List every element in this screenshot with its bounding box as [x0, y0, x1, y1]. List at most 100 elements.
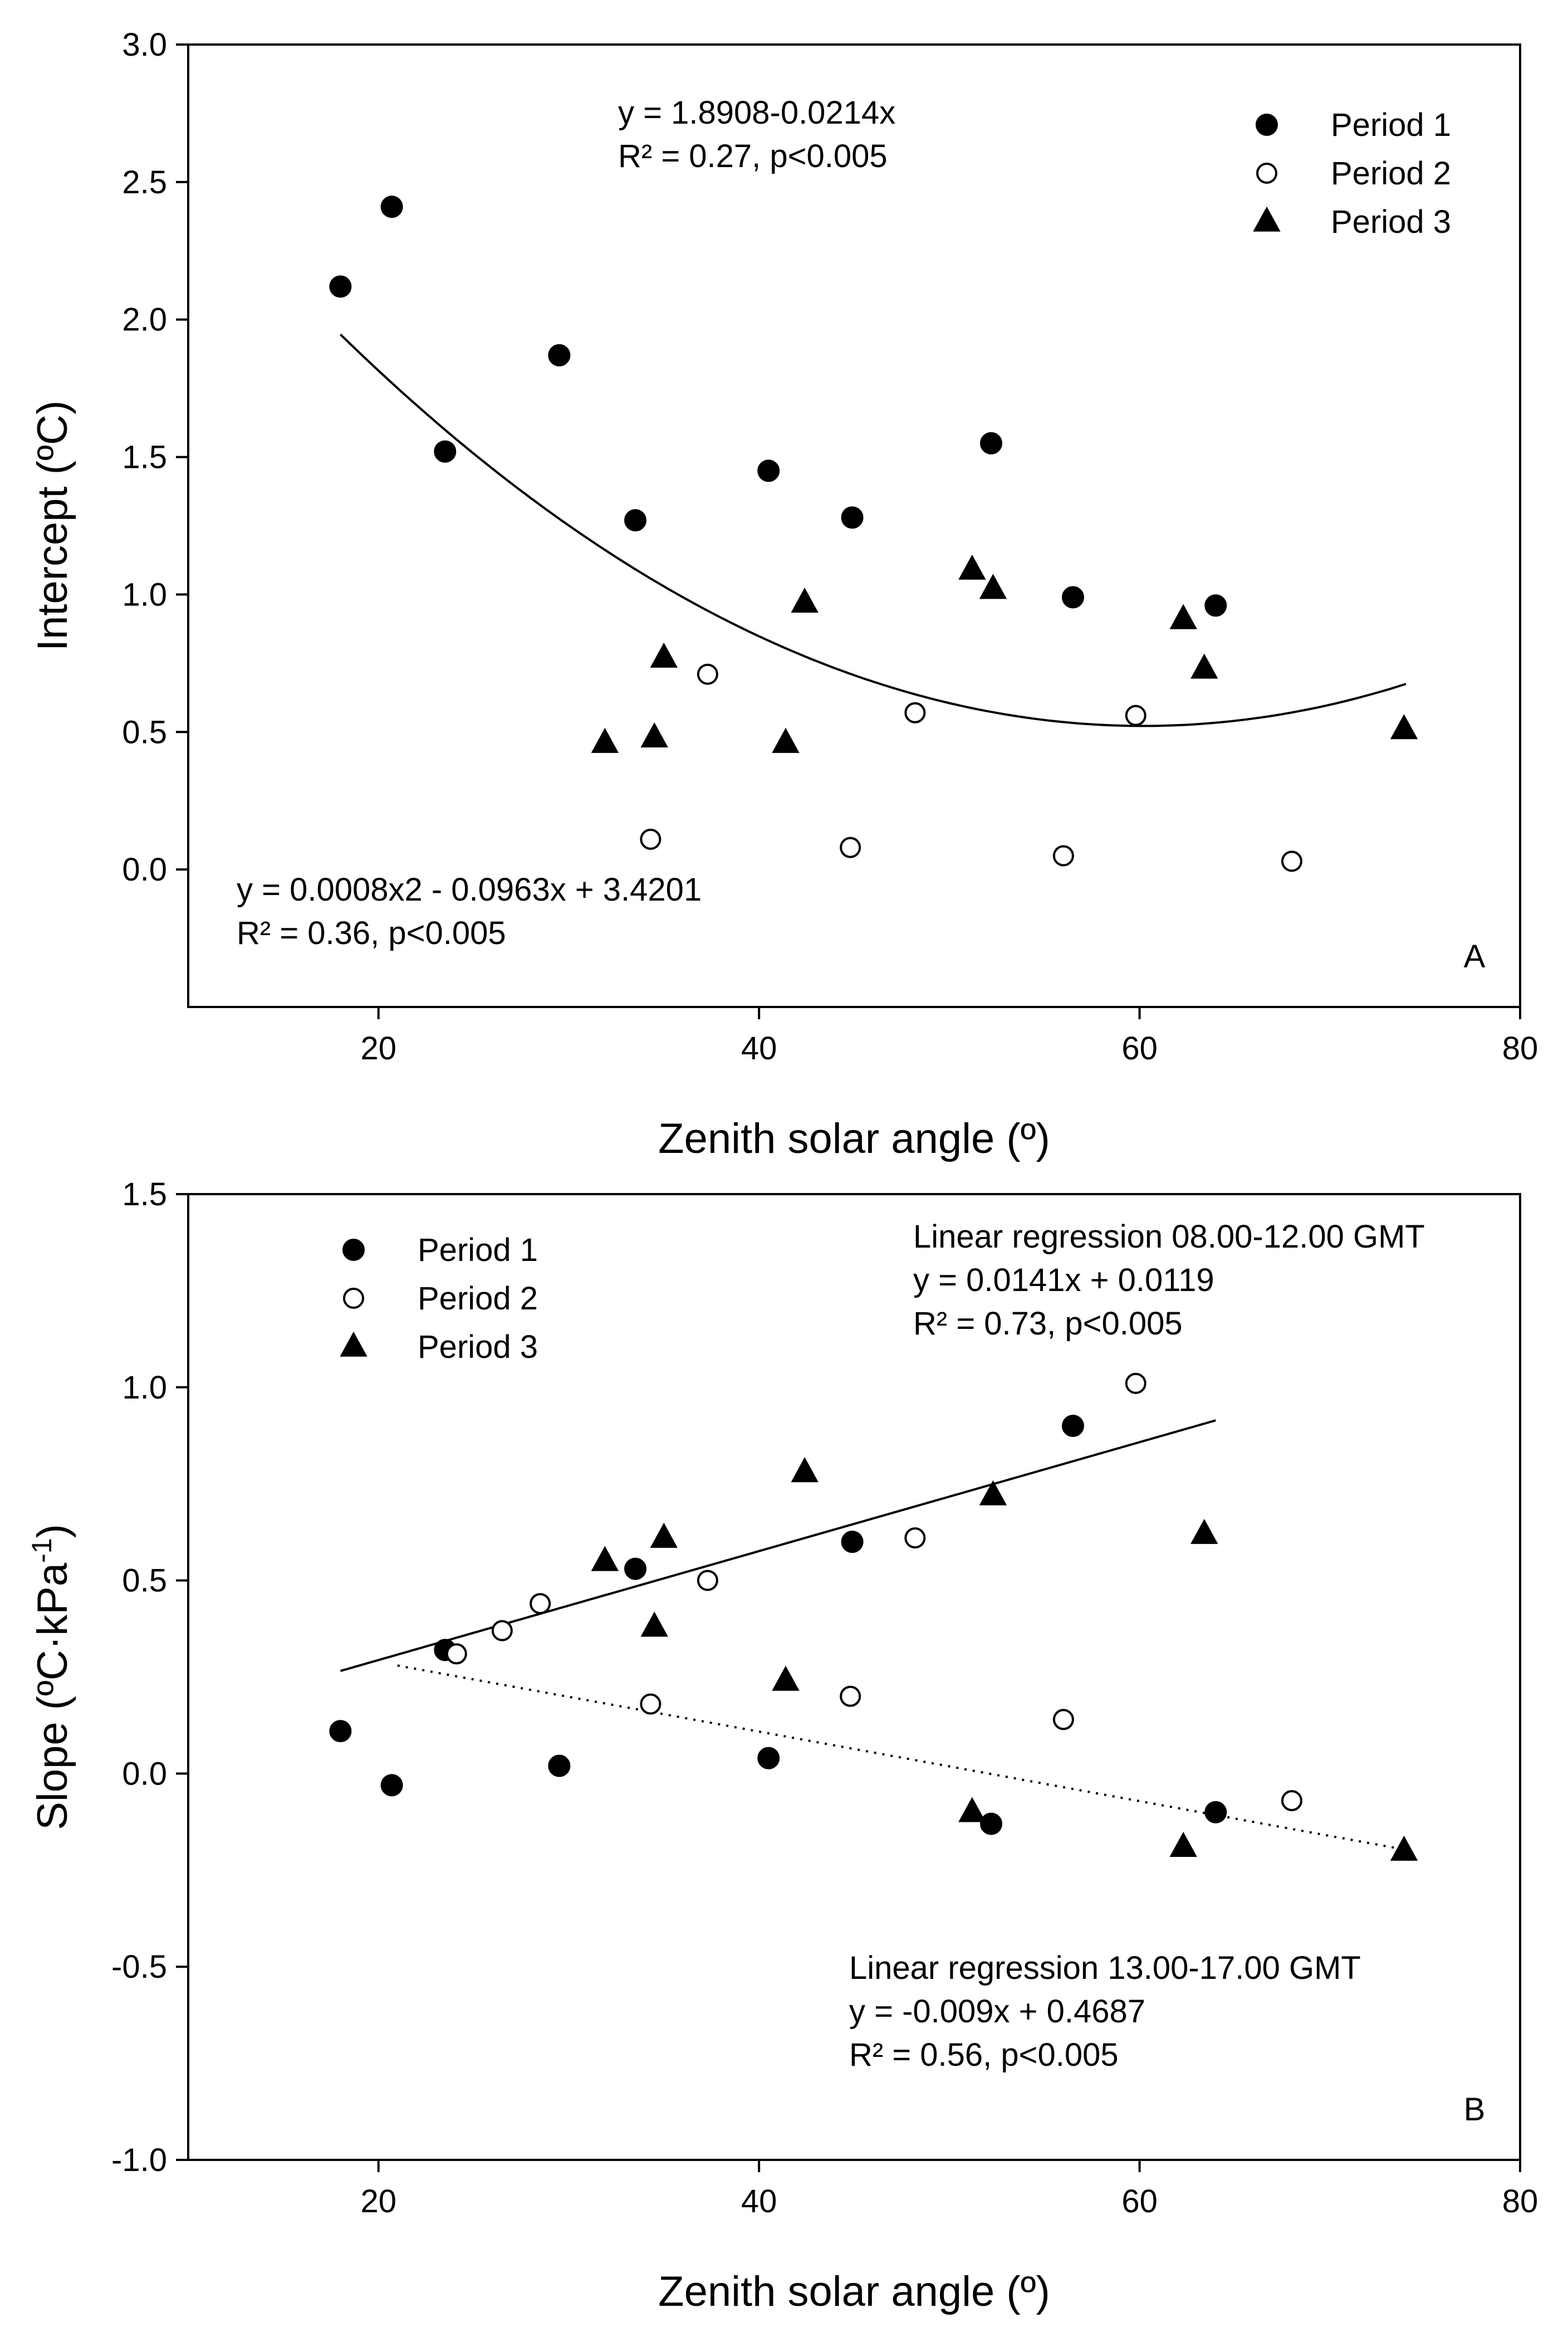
- y-tick-label: -1.0: [111, 2142, 167, 2178]
- data-point: [591, 727, 619, 753]
- data-point: [791, 1457, 819, 1483]
- series-1: [329, 1415, 1227, 1835]
- data-point: [640, 1611, 668, 1637]
- y-tick-label: 1.5: [122, 1176, 167, 1212]
- legend-label: Period 1: [1331, 107, 1451, 143]
- legend-label: Period 3: [418, 1329, 538, 1365]
- data-point: [1204, 1801, 1227, 1823]
- data-point: [958, 1797, 986, 1822]
- data-point: [548, 1754, 571, 1777]
- data-point: [697, 663, 718, 685]
- annotation-2: Linear regression 13.00-17.00 GMT y = -0.…: [849, 1950, 1361, 2073]
- legend: Period 1 Period 2 Period 3: [1253, 107, 1451, 240]
- data-point: [1169, 1831, 1197, 1857]
- data-point: [904, 702, 926, 723]
- plot-frame: [187, 43, 1521, 1008]
- data-point: [757, 1747, 780, 1769]
- series-3: [591, 554, 1418, 753]
- data-point: [380, 1774, 403, 1797]
- x-tick-label: 80: [1502, 2183, 1538, 2219]
- y-tick-label: 0.5: [122, 714, 167, 750]
- data-point: [1061, 1415, 1084, 1438]
- data-point: [640, 722, 668, 747]
- data-point: [841, 506, 864, 529]
- data-point: [1052, 845, 1074, 867]
- data-point: [624, 509, 647, 532]
- data-point: [980, 1812, 1003, 1835]
- data-point: [548, 344, 571, 366]
- fit-line-1: [340, 333, 1407, 727]
- data-point: [1190, 653, 1218, 679]
- data-point: [624, 1557, 647, 1580]
- chart-panel-b: 20 40 60 80 -1.0 -0.5 0.0 0.5 1.0 1.5 Zenith solar…: [26, 1176, 1538, 2315]
- annotation-line: Linear regression 13.00-17.00 GMT: [849, 1950, 1361, 1986]
- data-point: [491, 1620, 513, 1641]
- legend-marker: [340, 1331, 367, 1357]
- y-axis-title: Slope (ºC·kPa-1): [26, 1524, 76, 1830]
- annotation-line: y = -0.009x + 0.4687: [849, 1993, 1145, 2030]
- y-tick-label: -0.5: [111, 1949, 167, 1985]
- x-tick-label: 40: [741, 1030, 777, 1067]
- data-point: [979, 1480, 1007, 1505]
- legend-marker: [1256, 163, 1277, 184]
- series-2: [445, 1372, 1302, 1811]
- legend-marker: [1253, 206, 1281, 232]
- panel-label: B: [1464, 2091, 1486, 2128]
- x-tick-label: 60: [1121, 2183, 1158, 2219]
- y-axis-title: Intercept (ºC): [29, 400, 76, 651]
- x-tick-label: 20: [360, 2183, 396, 2219]
- data-point: [329, 275, 352, 298]
- plot-frame: [187, 1193, 1521, 2161]
- data-point: [434, 440, 457, 463]
- legend-marker: [343, 1288, 364, 1309]
- data-point: [329, 1720, 352, 1743]
- x-axis-title: Zenith solar angle (º): [658, 2268, 1050, 2315]
- annotation-line: R² = 0.56, p<0.005: [849, 2037, 1119, 2073]
- fit-line-1: [340, 1419, 1216, 1673]
- data-point: [1125, 705, 1146, 726]
- legend-label: Period 2: [1331, 155, 1451, 192]
- data-point: [1204, 594, 1227, 617]
- data-point: [640, 828, 661, 850]
- data-point: [1190, 1519, 1218, 1544]
- series-1: [329, 195, 1227, 617]
- data-point: [980, 432, 1003, 454]
- y-tick-label: 1.0: [122, 576, 167, 613]
- data-point: [1390, 714, 1418, 740]
- panel-label: A: [1464, 938, 1486, 975]
- fit-line-2: [397, 1664, 1407, 1851]
- y-tick-label: 0.5: [122, 1563, 167, 1599]
- data-point: [840, 837, 861, 858]
- data-point: [979, 574, 1007, 599]
- x-tick-label: 80: [1502, 1030, 1538, 1067]
- data-point: [791, 587, 819, 613]
- legend-label: Period 3: [1331, 204, 1451, 240]
- legend-marker: [1256, 114, 1278, 136]
- legend: Period 1 Period 2 Period 3: [340, 1232, 538, 1365]
- annotation-1: y = 1.8908-0.0214x R² = 0.27, p<0.005: [618, 95, 895, 174]
- x-tick-label: 20: [360, 1030, 396, 1067]
- annotation-line: y = 0.0141x + 0.0119: [913, 1262, 1214, 1298]
- chart-panel-a: 20 40 60 80 0.0 0.5 1.0 1.5 2.0 2.5 3.0 Zenith sola…: [29, 27, 1538, 1162]
- data-point: [697, 1570, 718, 1591]
- data-point: [772, 1665, 800, 1691]
- data-point: [1390, 1835, 1418, 1861]
- series-3: [591, 1457, 1418, 1861]
- data-point: [640, 1693, 661, 1715]
- legend-label: Period 1: [418, 1232, 538, 1268]
- legend-marker: [342, 1239, 365, 1261]
- x-axis-title: Zenith solar angle (º): [658, 1115, 1050, 1162]
- data-point: [841, 1531, 864, 1553]
- data-point: [650, 1523, 678, 1548]
- data-point: [591, 1546, 619, 1571]
- data-point: [840, 1685, 861, 1707]
- legend-label: Period 2: [418, 1280, 538, 1317]
- y-tick-label: 1.5: [122, 439, 167, 476]
- annotation-line: R² = 0.73, p<0.005: [913, 1306, 1183, 1342]
- data-point: [1281, 850, 1302, 872]
- data-point: [1061, 586, 1084, 609]
- data-point: [1125, 1372, 1146, 1394]
- annotation-line: R² = 0.36, p<0.005: [237, 915, 506, 951]
- series-2: [640, 663, 1302, 872]
